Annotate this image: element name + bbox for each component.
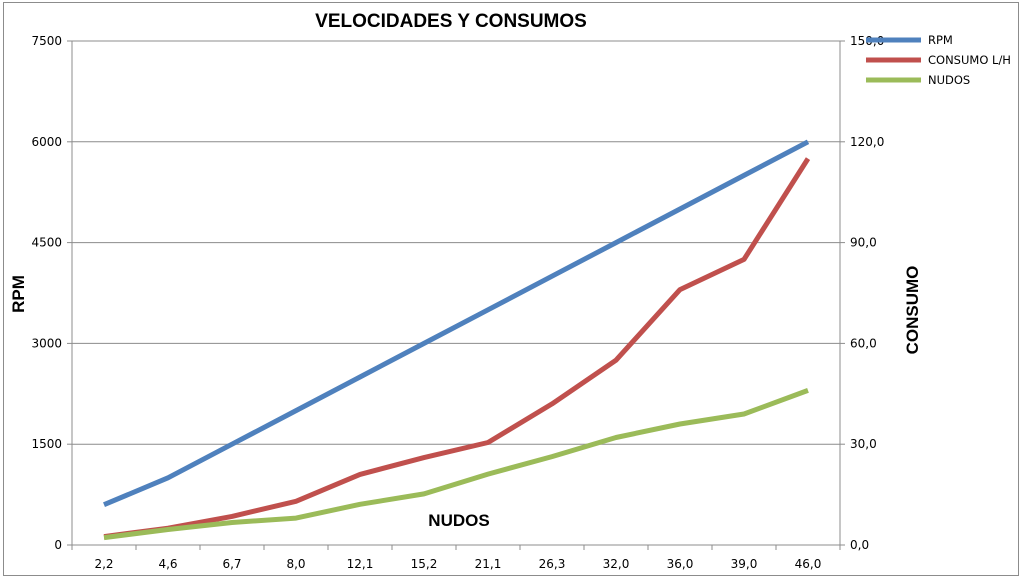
left-axis-ticks: 0 1500 3000 4500 6000 7500 <box>31 34 62 552</box>
left-tick-label: 0 <box>54 538 62 552</box>
right-tick-label: 30,0 <box>850 437 877 451</box>
x-tick-label: 2,2 <box>94 557 113 571</box>
x-axis-title: NUDOS <box>428 511 489 530</box>
left-tick-label: 3000 <box>31 336 62 350</box>
x-tick-label: 6,7 <box>222 557 241 571</box>
axes <box>67 40 845 550</box>
x-tick-label: 39,0 <box>731 557 758 571</box>
legend-label: NUDOS <box>928 73 970 87</box>
right-tick-label: 90,0 <box>850 236 877 250</box>
x-tick-label: 12,1 <box>347 557 374 571</box>
series-line-3 <box>103 388 809 541</box>
x-tick-label: 46,0 <box>795 557 822 571</box>
right-tick-label: 120,0 <box>850 135 884 149</box>
x-tick-label: 4,6 <box>158 557 177 571</box>
x-tick-label: 32,0 <box>603 557 630 571</box>
left-tick-label: 6000 <box>31 135 62 149</box>
right-axis-title: CONSUMO <box>903 266 922 355</box>
right-tick-label: 0,0 <box>850 538 869 552</box>
legend: RPM CONSUMO L/H NUDOS <box>866 33 1011 87</box>
x-tick-label: 26,3 <box>539 557 566 571</box>
series-line-2 <box>103 157 811 540</box>
x-axis-ticks: 2,2 4,6 6,7 8,0 12,1 15,2 21,1 26,3 32,0 36,0 39,0… <box>94 557 821 571</box>
left-tick-label: 1500 <box>31 437 62 451</box>
x-tick-label: 36,0 <box>667 557 694 571</box>
series-lines <box>103 139 811 541</box>
x-tick-label: 8,0 <box>286 557 305 571</box>
legend-label: RPM <box>928 33 953 47</box>
left-axis-title: RPM <box>9 275 28 313</box>
legend-label: CONSUMO L/H <box>928 53 1011 67</box>
right-tick-label: 60,0 <box>850 336 877 350</box>
x-tick-label: 15,2 <box>411 557 438 571</box>
left-tick-label: 7500 <box>31 34 62 48</box>
chart-title: VELOCIDADES Y CONSUMOS <box>315 11 587 32</box>
left-tick-label: 4500 <box>31 236 62 250</box>
x-tick-label: 21,1 <box>475 557 502 571</box>
chart-frame <box>3 2 1019 576</box>
series-line-1 <box>103 139 810 508</box>
